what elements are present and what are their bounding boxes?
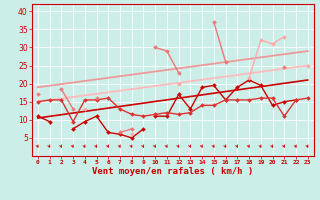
X-axis label: Vent moyen/en rafales ( km/h ): Vent moyen/en rafales ( km/h ): [92, 167, 253, 176]
